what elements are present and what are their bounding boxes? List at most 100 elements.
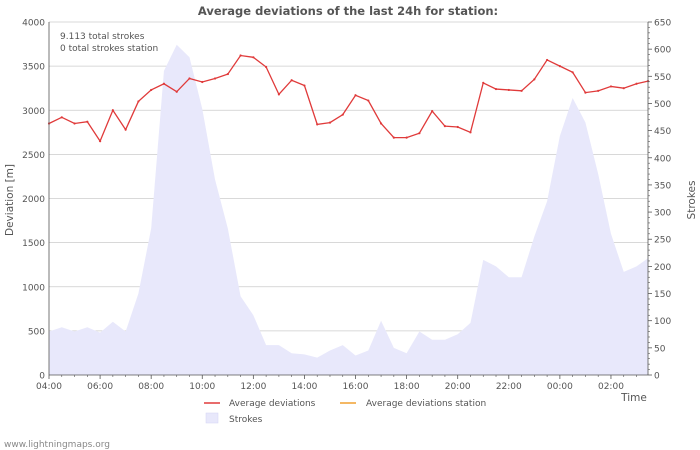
x-tick-label: 02:00: [598, 382, 624, 392]
left-tick-label: 3000: [22, 107, 45, 117]
series-point: [622, 87, 625, 90]
left-tick-label: 2500: [22, 151, 45, 161]
right-tick-label: 200: [654, 263, 671, 273]
series-point: [226, 72, 229, 76]
series-point: [137, 100, 140, 103]
x-axis-label: Time: [620, 392, 647, 404]
series-point: [597, 89, 600, 92]
x-tick-label: 20:00: [445, 382, 471, 392]
series-point: [73, 122, 76, 125]
legend-label-strokes: Strokes: [229, 415, 263, 425]
series-point: [213, 77, 217, 80]
right-tick-label: 350: [654, 181, 671, 191]
x-tick-label: 00:00: [547, 382, 573, 392]
right-tick-label: 500: [654, 100, 671, 110]
deviation-line-layer: [47, 54, 650, 143]
series-point: [265, 65, 268, 69]
series-point: [520, 89, 523, 92]
right-tick-label: 50: [654, 344, 666, 354]
right-tick-label: 250: [654, 236, 671, 246]
station-strokes-annotation: 0 total strokes station: [60, 44, 158, 54]
series-point: [124, 128, 127, 131]
left-tick-label: 2000: [22, 195, 45, 205]
left-tick-label: 4000: [22, 19, 45, 29]
series-point: [175, 90, 178, 93]
x-tick-label: 14:00: [291, 382, 317, 392]
left-tick-label: 0: [39, 372, 45, 382]
series-point: [252, 56, 255, 59]
series-point: [494, 87, 498, 91]
x-tick-label: 10:00: [189, 382, 215, 392]
right-tick-label: 300: [654, 209, 671, 219]
series-point: [98, 140, 102, 143]
series-point: [316, 123, 319, 126]
legend-swatch-strokes: [205, 412, 219, 424]
series-point: [546, 58, 549, 62]
legend-label-average-deviations: Average deviations: [229, 399, 316, 409]
series-point: [367, 99, 370, 102]
series-point: [507, 88, 510, 92]
series-point: [584, 91, 587, 94]
series-point: [86, 120, 89, 123]
series-point: [111, 109, 114, 112]
legend: Average deviations Average deviations st…: [204, 399, 486, 425]
series-point: [277, 93, 280, 96]
series-point: [405, 136, 408, 139]
x-tick-label: 04:00: [36, 382, 62, 392]
right-tick-label: 0: [654, 372, 660, 382]
series-point: [188, 77, 191, 80]
series-point: [482, 81, 485, 84]
x-tick-label: 06:00: [87, 382, 113, 392]
right-axis-label: Strokes: [686, 181, 698, 220]
x-tick-label: 12:00: [240, 382, 266, 392]
total-strokes-annotation: 9.113 total strokes: [60, 32, 145, 42]
series-point: [558, 65, 561, 68]
series-point: [303, 84, 306, 87]
series-point: [354, 94, 357, 97]
series-point: [533, 78, 536, 81]
series-point: [328, 121, 332, 124]
strokes-area-layer: [49, 44, 648, 375]
right-tick-label: 150: [654, 290, 671, 300]
chart-title: Average deviations of the last 24h for s…: [198, 4, 498, 18]
series-point: [418, 132, 421, 135]
series-point: [431, 110, 434, 113]
axes: [48, 21, 652, 379]
series-point: [341, 113, 344, 116]
series-line-0: [48, 54, 649, 143]
right-tick-label: 400: [654, 154, 671, 164]
series-point: [635, 82, 638, 85]
series-point: [162, 82, 166, 85]
right-tick-label: 550: [654, 73, 671, 83]
footer-credit: www.lightningmaps.org: [4, 440, 110, 450]
series-point: [571, 71, 574, 74]
strokes-area: [49, 44, 648, 375]
series-point: [379, 122, 383, 125]
right-tick-label: 650: [654, 19, 671, 29]
series-point: [443, 125, 447, 128]
series-point: [60, 116, 63, 119]
left-axis-label: Deviation [m]: [4, 164, 16, 236]
left-tick-label: 1500: [22, 239, 45, 249]
series-point: [290, 79, 293, 82]
series-point: [456, 125, 459, 129]
x-tick-label: 16:00: [343, 382, 369, 392]
series-point: [239, 54, 242, 57]
series-point: [201, 80, 204, 84]
series-point: [609, 85, 613, 88]
left-tick-label: 3500: [22, 63, 45, 73]
series-point: [469, 131, 472, 134]
x-tick-label: 22:00: [496, 382, 522, 392]
left-tick-label: 1000: [22, 283, 45, 293]
x-tick-label: 08:00: [138, 382, 164, 392]
right-tick-label: 100: [654, 317, 671, 327]
right-tick-label: 450: [654, 127, 671, 137]
series-point: [150, 88, 153, 92]
tick-labels: 0 500 1000 1500 2000 2500 3000 3500 4000 0 50 100 15…: [22, 19, 671, 393]
right-tick-label: 600: [654, 46, 671, 56]
series-point: [392, 136, 395, 139]
x-tick-label: 18:00: [394, 382, 420, 392]
legend-label-average-deviations-station: Average deviations station: [366, 399, 486, 409]
left-tick-label: 500: [28, 327, 45, 337]
